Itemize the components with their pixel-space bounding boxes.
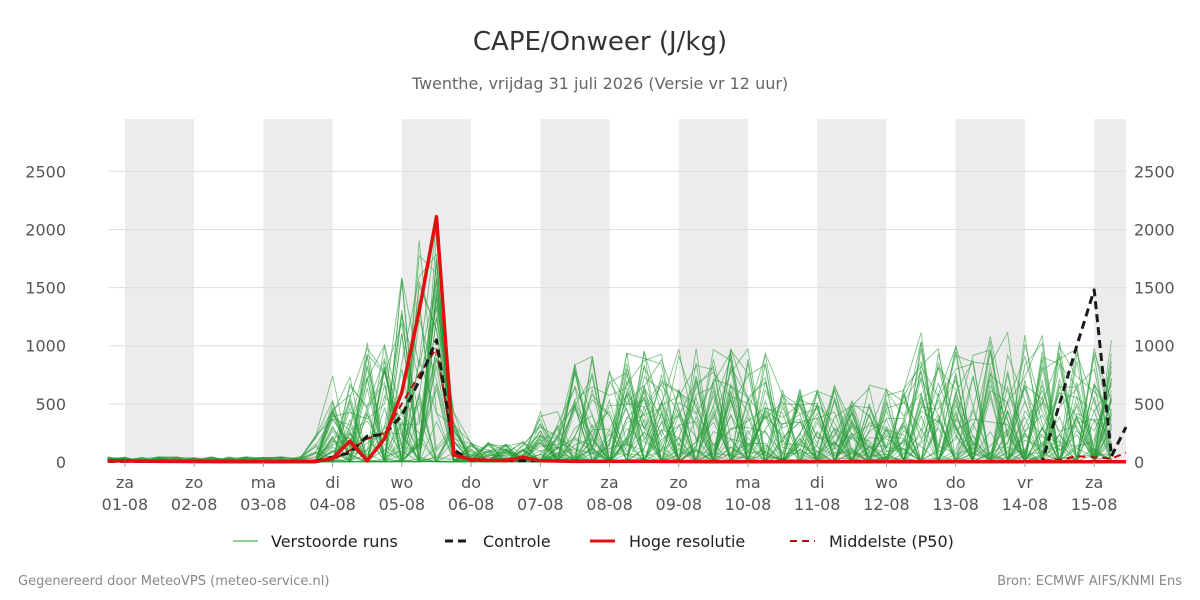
day-band [124,119,195,462]
x-tick-day: di [325,473,340,492]
y-tick-label-right: 500 [1134,395,1165,414]
x-tick-date: 09-08 [656,495,703,514]
x-tick-day: zo [670,473,688,492]
x-tick-day: do [946,473,966,492]
hres-line [107,214,1126,464]
x-tick-day: za [116,473,134,492]
x-tick-date: 12-08 [863,495,910,514]
x-tick-date: 10-08 [725,495,772,514]
x-tick-day: vr [1017,473,1033,492]
x-tick-date: 06-08 [448,495,495,514]
x-tick-date: 03-08 [240,495,287,514]
x-tick-day: za [1085,473,1103,492]
x-tick-date: 15-08 [1071,495,1118,514]
main-series [107,214,1128,464]
x-tick-day: vr [532,473,548,492]
x-tick-day: do [461,473,481,492]
day-band [263,119,333,462]
y-tick-label-left: 2000 [25,220,66,239]
x-axis: za 01-08 zo 02-08 ma 03-08 di 04-08 wo 05-08 do 06-… [102,462,1118,514]
y-tick-label-right: 1500 [1134,279,1175,298]
legend-label-hres: Hoge resolutie [629,532,745,551]
chart-title: CAPE/Onweer (J/kg) [473,27,727,57]
y-tick-label-left: 2500 [25,162,66,181]
x-tick-day: di [810,473,825,492]
x-tick-date: 14-08 [1002,495,1049,514]
y-tick-label-left: 0 [56,453,66,472]
x-tick-date: 07-08 [517,495,564,514]
y-tick-label-left: 1500 [25,279,66,298]
y-tick-label-right: 1000 [1134,337,1175,356]
y-tick-label-left: 1000 [25,337,66,356]
x-tick-date: 11-08 [794,495,841,514]
x-tick-day: wo [390,473,413,492]
legend-label-control: Controle [483,532,551,551]
x-tick-day: ma [735,473,760,492]
chart-subtitle: Twenthe, vrijdag 31 juli 2026 (Versie vr… [411,74,788,93]
legend-label-median: Middelste (P50) [829,532,954,551]
x-tick-date: 08-08 [586,495,633,514]
x-tick-date: 02-08 [171,495,218,514]
y-tick-label-right: 2500 [1134,162,1175,181]
x-tick-day: ma [251,473,276,492]
x-tick-day: wo [875,473,898,492]
x-tick-date: 04-08 [309,495,356,514]
y-tick-label-right: 2000 [1134,220,1175,239]
x-tick-date: 05-08 [379,495,426,514]
legend-label-members: Verstoorde runs [271,532,398,551]
x-tick-day: zo [185,473,203,492]
y-tick-label-left: 500 [35,395,66,414]
y-tick-label-right: 0 [1134,453,1144,472]
x-tick-date: 01-08 [102,495,149,514]
x-tick-date: 13-08 [932,495,979,514]
y-axis-right: 0 500 1000 1500 2000 2500 [1134,162,1175,472]
y-axis-left: 0 500 1000 1500 2000 2500 [25,162,66,472]
footer-credit: Gegenereerd door MeteoVPS (meteo-service… [18,574,329,589]
footer-source: Bron: ECMWF AIFS/KNMI Ens [997,574,1182,589]
x-tick-day: za [600,473,618,492]
legend: Verstoorde runs Controle Hoge resolutie … [233,532,954,551]
median-line [107,347,1127,463]
